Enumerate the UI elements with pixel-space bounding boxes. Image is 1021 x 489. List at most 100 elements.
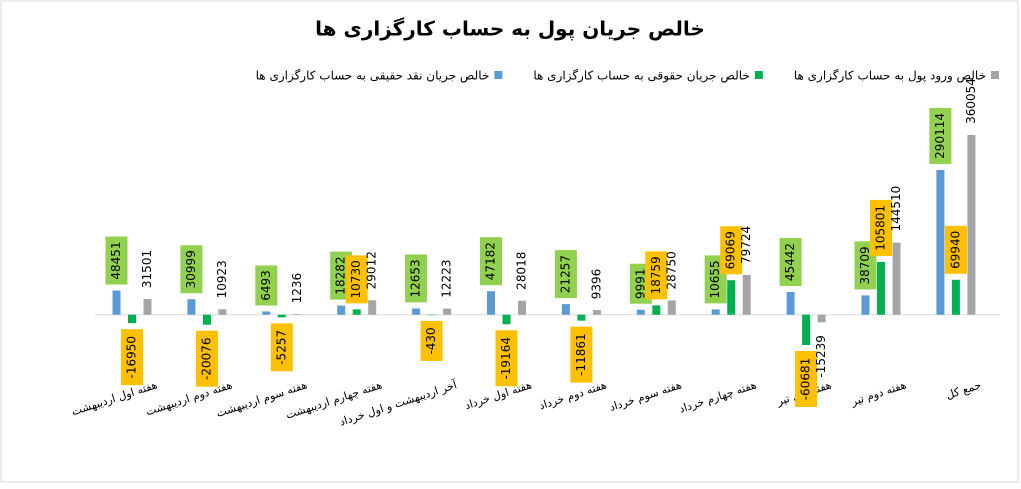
value-label: -16950 (125, 336, 139, 379)
bar (202, 314, 211, 325)
bar (218, 309, 227, 315)
value-label: 290114 (933, 113, 947, 159)
value-label: 1236 (290, 273, 304, 304)
bar (727, 280, 736, 315)
value-label: 31501 (140, 250, 154, 288)
value-label-box (495, 330, 518, 387)
value-label: 45442 (783, 243, 797, 281)
value-label: 79724 (739, 226, 753, 264)
value-label-box (645, 251, 668, 300)
legend-swatch (754, 71, 763, 79)
bar (951, 279, 960, 315)
value-label: 29012 (365, 251, 379, 289)
bar (487, 291, 495, 315)
value-label-box (779, 238, 802, 287)
value-label: 12653 (409, 259, 423, 297)
value-label: 144510 (889, 186, 903, 232)
bar (368, 300, 377, 315)
value-label: 9396 (589, 269, 603, 300)
value-label: -15239 (814, 335, 828, 378)
bar (936, 169, 945, 315)
bar (518, 300, 526, 315)
bar (786, 292, 795, 315)
value-label-box (554, 250, 577, 299)
value-label: 28750 (664, 251, 678, 289)
chart-title: خالص جریان پول به حساب کارگزاری ها (315, 17, 705, 42)
bar (652, 305, 661, 315)
bar (861, 295, 870, 315)
bar (967, 135, 976, 315)
legend-label: خالص ورود پول به حساب کارگزاری ها (794, 69, 986, 84)
value-label: 30999 (184, 250, 198, 288)
legend-swatch (494, 71, 503, 79)
value-label-box (944, 225, 967, 274)
bar (412, 308, 421, 315)
value-label-box (720, 226, 743, 275)
value-label: 28018 (515, 252, 529, 290)
bar (802, 314, 811, 345)
bar (877, 261, 885, 315)
value-label: 10730 (349, 260, 363, 298)
value-label: 10923 (215, 260, 229, 298)
value-label: 18759 (649, 256, 663, 294)
value-label: 38709 (858, 246, 872, 284)
value-label-box (345, 255, 368, 304)
value-label-box (870, 199, 892, 256)
bar (742, 274, 751, 315)
value-label: -60681 (799, 358, 813, 401)
value-label: 69940 (948, 231, 962, 269)
bar (443, 308, 452, 315)
legend-label: خالص جریان حقوقی به حساب کارگزاری ها (533, 69, 749, 84)
bar (667, 300, 676, 315)
value-label: -19164 (499, 337, 513, 380)
value-label: -5257 (274, 330, 288, 365)
value-label: -11861 (574, 333, 588, 376)
bar (502, 314, 511, 325)
value-label: 47182 (484, 242, 498, 280)
value-label: 12223 (440, 260, 454, 298)
value-label: 21257 (558, 255, 572, 293)
value-label: -20076 (199, 337, 213, 380)
value-label-box (255, 265, 278, 306)
bar (711, 309, 720, 315)
value-label: 105801 (874, 205, 888, 251)
value-label: 360054 (964, 78, 978, 124)
value-label: 18282 (334, 256, 348, 294)
bar (561, 304, 570, 315)
value-label-box (405, 254, 428, 303)
value-label: -430 (424, 327, 438, 354)
bar (352, 309, 361, 315)
value-label: 6493 (259, 270, 273, 301)
value-label-box (121, 329, 143, 386)
bar (427, 314, 436, 316)
bar (337, 305, 346, 315)
bar (262, 311, 271, 315)
value-label: 10655 (708, 260, 722, 298)
bar (277, 314, 286, 318)
bar (143, 298, 152, 315)
bar (112, 290, 121, 315)
value-label: 48451 (109, 241, 123, 279)
value-label-box (270, 323, 293, 372)
value-label-box (795, 351, 818, 407)
value-label-box (180, 245, 203, 294)
value-label-box (480, 237, 502, 286)
bar (128, 314, 136, 324)
value-label-box (195, 330, 218, 387)
bar (592, 310, 601, 315)
legend-label: خالص جریان نقد حقیقی به حساب کارگزاری ها (256, 69, 490, 84)
value-label-box (929, 107, 952, 164)
bar (187, 299, 196, 315)
legend-swatch (991, 71, 999, 79)
bar (636, 309, 645, 315)
bar (577, 314, 586, 321)
bar (293, 314, 302, 315)
value-label-box (420, 320, 443, 361)
value-label-box (105, 236, 128, 285)
value-label: 9991 (633, 268, 647, 299)
bar (892, 242, 901, 315)
value-label: 69069 (724, 231, 738, 269)
bar (817, 314, 826, 323)
